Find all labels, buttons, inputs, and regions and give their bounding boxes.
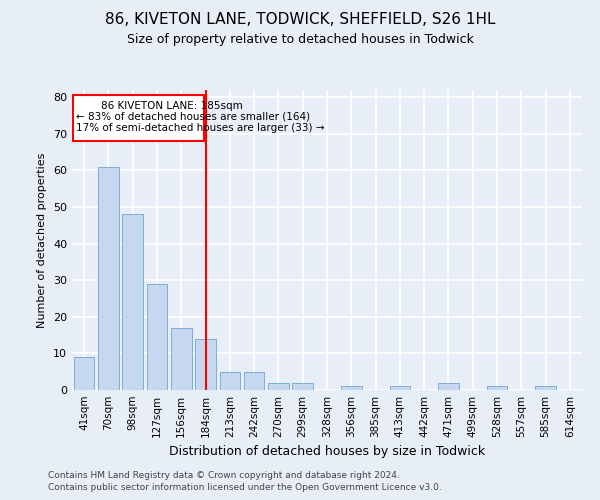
Text: 17% of semi-detached houses are larger (33) →: 17% of semi-detached houses are larger (… [76, 123, 324, 133]
Bar [195, 339, 216, 390]
Bar [487, 386, 508, 390]
Bar [438, 382, 459, 390]
Bar [244, 372, 265, 390]
X-axis label: Distribution of detached houses by size in Todwick: Distribution of detached houses by size … [169, 446, 485, 458]
Text: Size of property relative to detached houses in Todwick: Size of property relative to detached ho… [127, 32, 473, 46]
Bar [389, 386, 410, 390]
Bar [268, 382, 289, 390]
Bar [292, 382, 313, 390]
FancyBboxPatch shape [73, 96, 205, 141]
Text: Contains public sector information licensed under the Open Government Licence v3: Contains public sector information licen… [48, 484, 442, 492]
Bar [220, 372, 240, 390]
Bar [146, 284, 167, 390]
Y-axis label: Number of detached properties: Number of detached properties [37, 152, 47, 328]
Bar [535, 386, 556, 390]
Bar [98, 167, 119, 390]
Text: 86 KIVETON LANE: 185sqm: 86 KIVETON LANE: 185sqm [101, 101, 243, 111]
Text: ← 83% of detached houses are smaller (164): ← 83% of detached houses are smaller (16… [76, 112, 310, 122]
Bar [341, 386, 362, 390]
Text: Contains HM Land Registry data © Crown copyright and database right 2024.: Contains HM Land Registry data © Crown c… [48, 471, 400, 480]
Text: 86, KIVETON LANE, TODWICK, SHEFFIELD, S26 1HL: 86, KIVETON LANE, TODWICK, SHEFFIELD, S2… [105, 12, 495, 28]
Bar [74, 357, 94, 390]
Bar [122, 214, 143, 390]
Bar [171, 328, 191, 390]
